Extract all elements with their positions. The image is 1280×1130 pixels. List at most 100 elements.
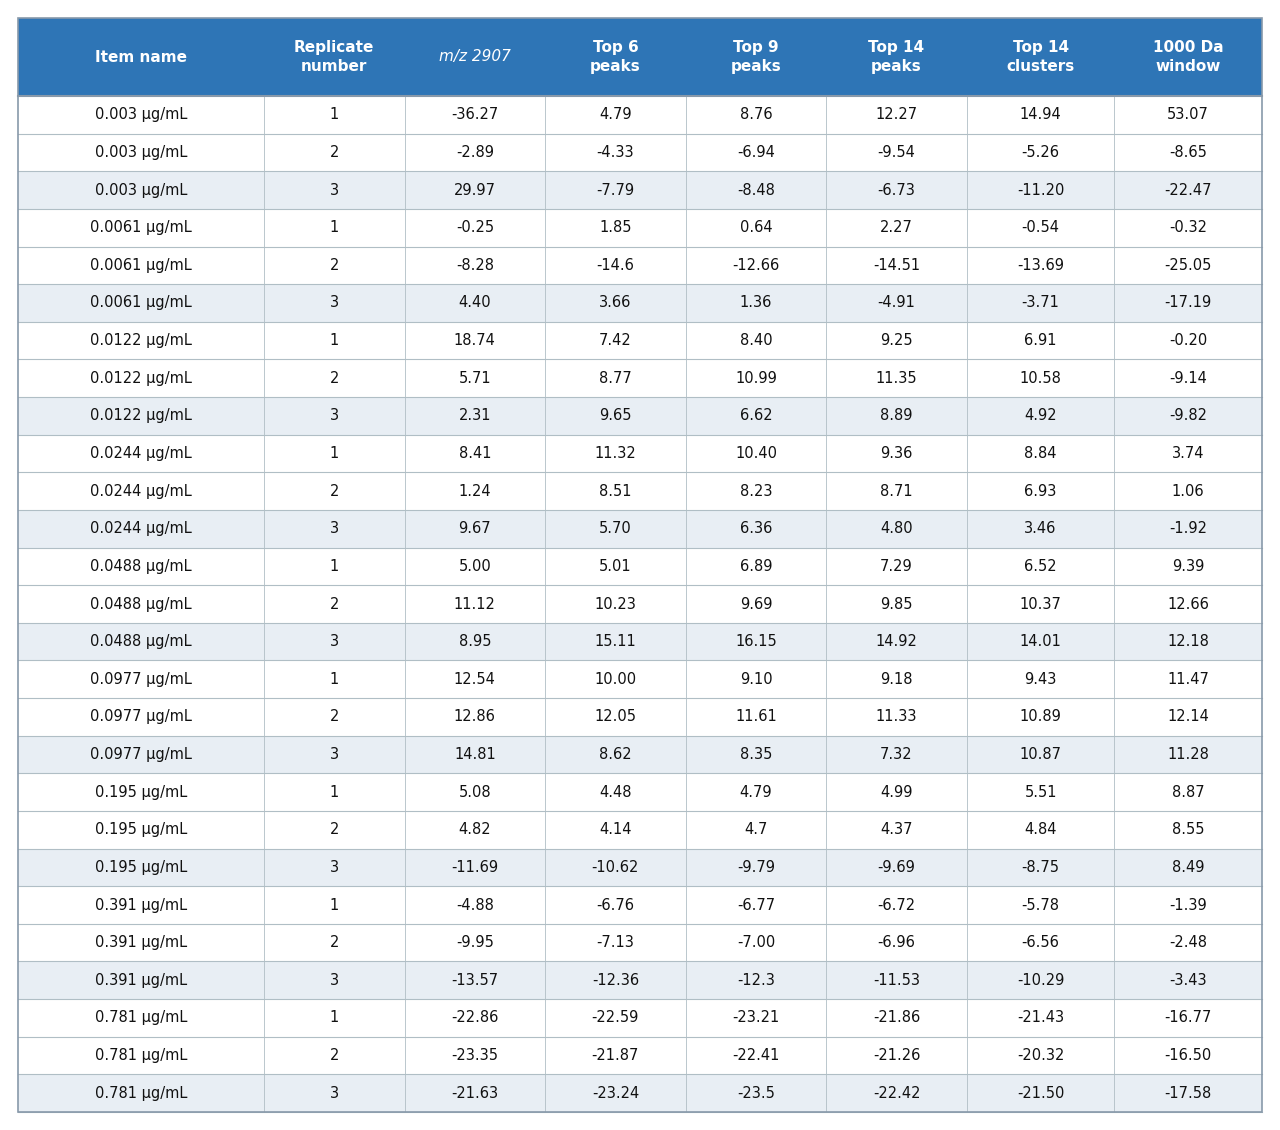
Text: 4.40: 4.40 (458, 295, 492, 311)
Text: 1: 1 (330, 671, 339, 687)
Text: 10.23: 10.23 (594, 597, 636, 611)
Text: -11.69: -11.69 (452, 860, 498, 875)
Text: Top 14
clusters: Top 14 clusters (1006, 41, 1075, 73)
Text: 3: 3 (330, 408, 339, 424)
Text: 10.89: 10.89 (1020, 710, 1061, 724)
Text: 0.003 μg/mL: 0.003 μg/mL (95, 145, 187, 160)
Bar (18, 924, 1262, 962)
Text: -13.69: -13.69 (1018, 258, 1064, 272)
Text: 0.0122 μg/mL: 0.0122 μg/mL (90, 408, 192, 424)
Text: -9.69: -9.69 (878, 860, 915, 875)
Text: 8.41: 8.41 (458, 446, 492, 461)
Text: 8.51: 8.51 (599, 484, 631, 498)
Bar (18, 472, 1262, 510)
Text: 5.51: 5.51 (1024, 784, 1057, 800)
Text: 0.781 μg/mL: 0.781 μg/mL (95, 1048, 187, 1063)
Text: -9.79: -9.79 (737, 860, 774, 875)
Text: 11.32: 11.32 (594, 446, 636, 461)
Bar (18, 397, 1262, 435)
Text: 1: 1 (330, 1010, 339, 1025)
Text: -17.19: -17.19 (1165, 295, 1212, 311)
Text: -2.48: -2.48 (1169, 936, 1207, 950)
Text: 1: 1 (330, 559, 339, 574)
Text: 2: 2 (329, 371, 339, 385)
Text: 8.77: 8.77 (599, 371, 632, 385)
Text: 8.89: 8.89 (881, 408, 913, 424)
Text: 1000 Da
window: 1000 Da window (1153, 41, 1224, 73)
Text: 9.67: 9.67 (458, 521, 492, 537)
Text: 18.74: 18.74 (454, 333, 495, 348)
Text: Top 14
peaks: Top 14 peaks (868, 41, 924, 73)
Text: -11.20: -11.20 (1016, 183, 1064, 198)
Text: 29.97: 29.97 (454, 183, 495, 198)
Text: -14.6: -14.6 (596, 258, 635, 272)
Text: 1: 1 (330, 220, 339, 235)
Text: 11.33: 11.33 (876, 710, 918, 724)
Text: 1.24: 1.24 (458, 484, 492, 498)
Text: 2: 2 (329, 936, 339, 950)
Text: 0.64: 0.64 (740, 220, 772, 235)
Text: 0.0244 μg/mL: 0.0244 μg/mL (90, 521, 192, 537)
Text: -2.89: -2.89 (456, 145, 494, 160)
Text: 9.10: 9.10 (740, 671, 772, 687)
Text: 2: 2 (329, 484, 339, 498)
Text: -23.35: -23.35 (452, 1048, 498, 1063)
Text: 3: 3 (330, 521, 339, 537)
Text: -0.20: -0.20 (1169, 333, 1207, 348)
Text: 16.15: 16.15 (735, 634, 777, 649)
Text: 7.29: 7.29 (881, 559, 913, 574)
Text: -0.54: -0.54 (1021, 220, 1060, 235)
Text: 0.0244 μg/mL: 0.0244 μg/mL (90, 446, 192, 461)
Text: 10.00: 10.00 (594, 671, 636, 687)
Text: 0.0488 μg/mL: 0.0488 μg/mL (90, 559, 192, 574)
Text: -13.57: -13.57 (452, 973, 498, 988)
Text: -22.59: -22.59 (591, 1010, 639, 1025)
Text: -21.63: -21.63 (452, 1086, 498, 1101)
Text: 0.781 μg/mL: 0.781 μg/mL (95, 1086, 187, 1101)
Text: -12.3: -12.3 (737, 973, 774, 988)
Text: -22.42: -22.42 (873, 1086, 920, 1101)
Text: 1: 1 (330, 446, 339, 461)
Text: 4.92: 4.92 (1024, 408, 1057, 424)
Text: 0.0977 μg/mL: 0.0977 μg/mL (90, 710, 192, 724)
Text: 5.00: 5.00 (458, 559, 492, 574)
Text: 0.195 μg/mL: 0.195 μg/mL (95, 860, 187, 875)
Text: 9.36: 9.36 (881, 446, 913, 461)
Text: 4.37: 4.37 (881, 823, 913, 837)
Text: 0.195 μg/mL: 0.195 μg/mL (95, 784, 187, 800)
Text: 6.52: 6.52 (1024, 559, 1057, 574)
Text: Top 6
peaks: Top 6 peaks (590, 41, 641, 73)
Text: 0.0977 μg/mL: 0.0977 μg/mL (90, 671, 192, 687)
Bar (18, 698, 1262, 736)
Text: -7.00: -7.00 (737, 936, 776, 950)
Text: -1.92: -1.92 (1169, 521, 1207, 537)
Text: 11.61: 11.61 (735, 710, 777, 724)
Text: 4.7: 4.7 (744, 823, 768, 837)
Text: -6.94: -6.94 (737, 145, 774, 160)
Text: 4.80: 4.80 (881, 521, 913, 537)
Text: 2.27: 2.27 (881, 220, 913, 235)
Text: -23.5: -23.5 (737, 1086, 774, 1101)
Text: -22.41: -22.41 (732, 1048, 780, 1063)
Text: -9.82: -9.82 (1169, 408, 1207, 424)
Bar (18, 96, 1262, 133)
Text: -6.77: -6.77 (737, 897, 774, 913)
Text: 14.92: 14.92 (876, 634, 918, 649)
Text: 12.14: 12.14 (1167, 710, 1210, 724)
Text: 0.195 μg/mL: 0.195 μg/mL (95, 823, 187, 837)
Text: 12.18: 12.18 (1167, 634, 1210, 649)
Text: -22.86: -22.86 (451, 1010, 498, 1025)
Text: 2: 2 (329, 258, 339, 272)
Text: 9.69: 9.69 (740, 597, 772, 611)
Text: 5.01: 5.01 (599, 559, 632, 574)
Text: 3: 3 (330, 295, 339, 311)
Text: -9.95: -9.95 (456, 936, 494, 950)
Text: -1.39: -1.39 (1170, 897, 1207, 913)
Text: -6.73: -6.73 (878, 183, 915, 198)
Text: 4.82: 4.82 (458, 823, 492, 837)
Text: 9.18: 9.18 (881, 671, 913, 687)
Text: Item name: Item name (95, 50, 187, 64)
Text: 6.91: 6.91 (1024, 333, 1057, 348)
Bar (18, 811, 1262, 849)
Text: -8.28: -8.28 (456, 258, 494, 272)
